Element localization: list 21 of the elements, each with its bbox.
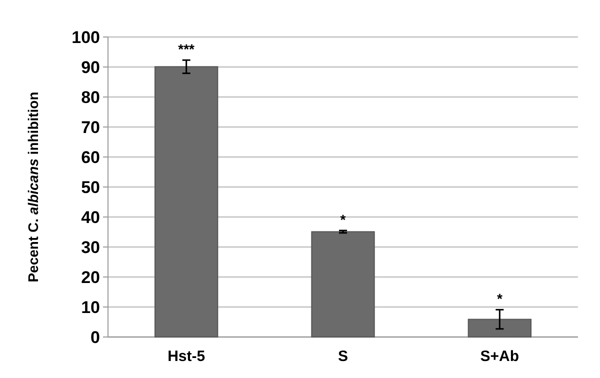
x-tick-label: S+Ab [480,348,520,365]
annotation: * [496,290,503,307]
annotation: *** [178,41,196,58]
y-tick-label: 70 [81,118,100,137]
y-tick-label: 60 [81,148,100,167]
y-tick-label: 0 [90,328,100,347]
y-tick-label: 20 [81,268,100,287]
bar [154,66,218,338]
y-tick-label: 90 [81,58,100,77]
y-axis-title: Pecent C. albicans inhibition [25,92,41,282]
bar [468,318,532,338]
y-tick-label: 100 [72,28,100,47]
x-tick-label: Hst-5 [168,348,206,365]
y-tick-label: 40 [81,208,100,227]
annotation: * [340,212,346,228]
x-tick-label: S [338,348,348,365]
y-tick-label: 30 [81,238,100,257]
y-tick-label: 10 [81,298,100,317]
y-tick-label: 80 [81,88,100,107]
y-tick-label: 50 [81,178,100,197]
bar [311,231,375,338]
